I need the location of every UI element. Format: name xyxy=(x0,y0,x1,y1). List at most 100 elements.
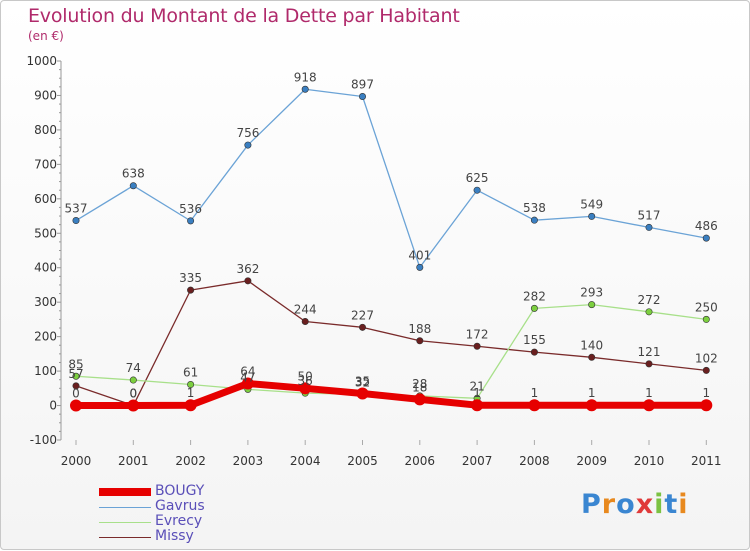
data-label-gavrus: 536 xyxy=(179,202,202,216)
data-point-gavrus xyxy=(588,212,596,220)
data-point-bougy xyxy=(471,399,484,412)
x-tick-label: 2010 xyxy=(634,454,665,468)
y-tick-label: 1000 xyxy=(26,54,57,68)
data-point-gavrus xyxy=(244,141,252,149)
data-label-missy: 57 xyxy=(68,367,83,381)
y-tick-label: 200 xyxy=(34,330,57,344)
data-label-missy: 102 xyxy=(695,351,718,365)
x-tick-label: 2007 xyxy=(462,454,493,468)
data-point-gavrus xyxy=(72,217,80,225)
data-point-missy xyxy=(645,360,653,368)
data-label-evrecy: 21 xyxy=(469,379,484,393)
data-point-gavrus xyxy=(530,216,538,224)
data-label-gavrus: 401 xyxy=(408,248,431,262)
data-point-missy xyxy=(358,323,366,331)
legend-label-evrecy: Evrecy xyxy=(155,513,203,529)
data-label-missy: 188 xyxy=(408,322,431,336)
proxiti-logo: Proxiti xyxy=(581,489,689,520)
data-point-missy xyxy=(244,277,252,285)
y-tick-label: -100 xyxy=(30,433,57,447)
y-tick-label: 900 xyxy=(34,88,57,102)
data-point-gavrus xyxy=(473,186,481,194)
data-label-bougy: 0 xyxy=(129,387,137,401)
data-label-missy: 140 xyxy=(580,338,603,352)
data-point-missy xyxy=(72,382,80,390)
legend-swatch-missy xyxy=(99,537,151,538)
data-label-bougy: 1 xyxy=(473,386,481,400)
data-label-missy: 155 xyxy=(523,333,546,347)
data-label-missy: 0 xyxy=(129,387,137,401)
data-point-missy xyxy=(702,366,710,374)
data-point-bougy xyxy=(241,377,254,390)
y-tick-label: 800 xyxy=(34,123,57,137)
data-label-missy: 335 xyxy=(179,271,202,285)
x-tick-label: 2004 xyxy=(290,454,321,468)
data-label-evrecy: 282 xyxy=(523,289,546,303)
data-label-evrecy: 28 xyxy=(412,377,427,391)
y-tick-label: 300 xyxy=(34,295,57,309)
data-point-bougy xyxy=(413,393,426,406)
legend-swatch-evrecy xyxy=(99,522,151,523)
data-point-gavrus xyxy=(702,234,710,242)
x-tick-label: 2002 xyxy=(175,454,206,468)
x-tick-label: 2008 xyxy=(519,454,550,468)
data-point-evrecy xyxy=(187,381,195,389)
series-line-gavrus xyxy=(75,88,707,269)
data-point-gavrus xyxy=(301,85,309,93)
chart-unit-label: (en €) xyxy=(28,29,64,43)
data-label-evrecy: 74 xyxy=(126,361,141,375)
data-label-bougy: 1 xyxy=(702,386,710,400)
data-label-missy: 172 xyxy=(466,327,489,341)
data-point-missy xyxy=(473,342,481,350)
data-label-bougy: 18 xyxy=(412,380,427,394)
data-label-gavrus: 549 xyxy=(580,197,603,211)
data-point-missy xyxy=(588,353,596,361)
data-label-evrecy: 61 xyxy=(183,366,198,380)
y-tick-label: 100 xyxy=(34,364,57,378)
data-label-gavrus: 897 xyxy=(351,77,374,91)
data-point-bougy xyxy=(184,399,197,412)
data-point-evrecy xyxy=(72,372,80,380)
legend-label-gavrus: Gavrus xyxy=(155,498,205,514)
series-line-bougy xyxy=(72,379,710,410)
data-point-evrecy xyxy=(530,304,538,312)
data-label-bougy: 1 xyxy=(645,386,653,400)
data-label-missy: 227 xyxy=(351,308,374,322)
legend-label-missy: Missy xyxy=(155,528,194,544)
data-label-bougy: 1 xyxy=(588,386,596,400)
data-point-gavrus xyxy=(187,217,195,225)
x-tick-label: 2011 xyxy=(691,454,722,468)
data-point-missy xyxy=(301,317,309,325)
data-point-bougy xyxy=(356,387,369,400)
series-line-missy xyxy=(75,280,707,407)
data-label-missy: 362 xyxy=(236,262,259,276)
data-point-bougy xyxy=(299,382,312,395)
y-tick-label: 700 xyxy=(34,157,57,171)
x-tick-label: 2003 xyxy=(233,454,264,468)
data-label-evrecy: 85 xyxy=(68,357,83,371)
data-label-evrecy: 36 xyxy=(298,374,313,388)
x-tick-label: 2005 xyxy=(347,454,378,468)
data-point-bougy xyxy=(585,399,598,412)
data-point-bougy xyxy=(700,399,713,412)
data-point-evrecy xyxy=(129,376,137,384)
legend-swatch-gavrus xyxy=(99,507,151,508)
data-label-evrecy: 272 xyxy=(638,293,661,307)
data-label-evrecy: 250 xyxy=(695,300,718,314)
data-label-gavrus: 638 xyxy=(122,167,145,181)
data-label-bougy: 35 xyxy=(355,374,370,388)
series-line-evrecy xyxy=(75,303,707,399)
data-label-gavrus: 537 xyxy=(65,202,88,216)
data-label-gavrus: 625 xyxy=(466,171,489,185)
data-label-missy: 244 xyxy=(294,302,317,316)
data-point-evrecy xyxy=(588,301,596,309)
data-point-bougy xyxy=(643,399,655,412)
legend-swatch-bougy xyxy=(99,488,151,496)
data-point-bougy xyxy=(127,399,140,412)
data-label-bougy: 1 xyxy=(531,386,539,400)
data-point-bougy xyxy=(70,399,82,412)
data-point-gavrus xyxy=(645,223,653,231)
data-point-bougy xyxy=(528,399,541,412)
